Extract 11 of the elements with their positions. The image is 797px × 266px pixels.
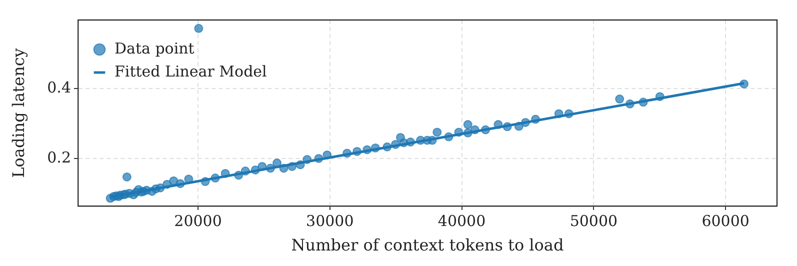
x-tick-label: 30000	[306, 212, 354, 230]
x-tick-label: 40000	[438, 212, 486, 230]
y-tick-label: 0.4	[47, 78, 71, 96]
x-tick-label: 60000	[702, 212, 750, 230]
y-tick-label: 0.2	[47, 148, 71, 166]
x-tick-label: 20000	[174, 212, 222, 230]
x-tick-label: 50000	[570, 212, 618, 230]
legend-label: Fitted Linear Model	[114, 62, 268, 80]
x-axis-title: Number of context tokens to load	[291, 236, 564, 255]
y-axis-title: Loading latency	[8, 48, 28, 178]
legend-label: Data point	[114, 39, 194, 58]
